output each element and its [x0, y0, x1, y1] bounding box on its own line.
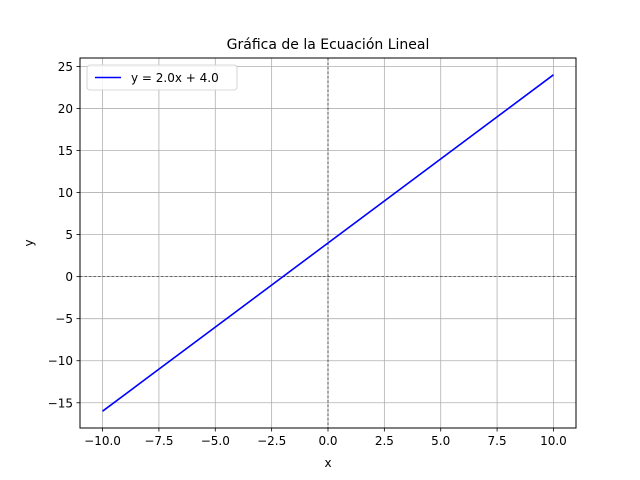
y-tick-label: 25	[58, 60, 73, 74]
x-tick-label: 5.0	[431, 434, 450, 448]
chart-title: Gráfica de la Ecuación Lineal	[227, 37, 430, 53]
x-tick-label: 7.5	[488, 434, 507, 448]
x-tick-label: 0.0	[318, 434, 337, 448]
y-axis-label: y	[22, 239, 36, 246]
y-tick-label: −10	[48, 354, 73, 368]
x-tick-label: −2.5	[257, 434, 286, 448]
y-tick-label: −15	[48, 396, 73, 410]
series-line	[102, 74, 554, 412]
y-tick-label: −5	[55, 312, 73, 326]
x-axis-label: x	[324, 456, 331, 470]
x-tick-label: −10.0	[84, 434, 121, 448]
y-tick-label: 5	[65, 228, 73, 242]
x-tick-label: 2.5	[375, 434, 394, 448]
y-tick-label: 20	[58, 102, 73, 116]
y-tick-label: 15	[58, 144, 73, 158]
legend-box	[86, 64, 238, 91]
series-layer	[102, 74, 554, 412]
x-axis-ticks: −10.0 −7.5 −5.0 −2.5 0.0 2.5 5.0 7.5 10.0	[84, 428, 567, 448]
x-tick-label: −7.5	[144, 434, 173, 448]
y-tick-label: 10	[58, 186, 73, 200]
x-tick-label: 10.0	[540, 434, 567, 448]
legend-label: y = 2.0x + 4.0	[131, 71, 219, 85]
legend: y = 2.0x + 4.0	[86, 64, 238, 91]
y-tick-label: 0	[65, 270, 73, 284]
x-tick-label: −5.0	[201, 434, 230, 448]
y-axis-ticks: −15 −10 −5 0 5 10 15 20 25	[48, 60, 80, 410]
